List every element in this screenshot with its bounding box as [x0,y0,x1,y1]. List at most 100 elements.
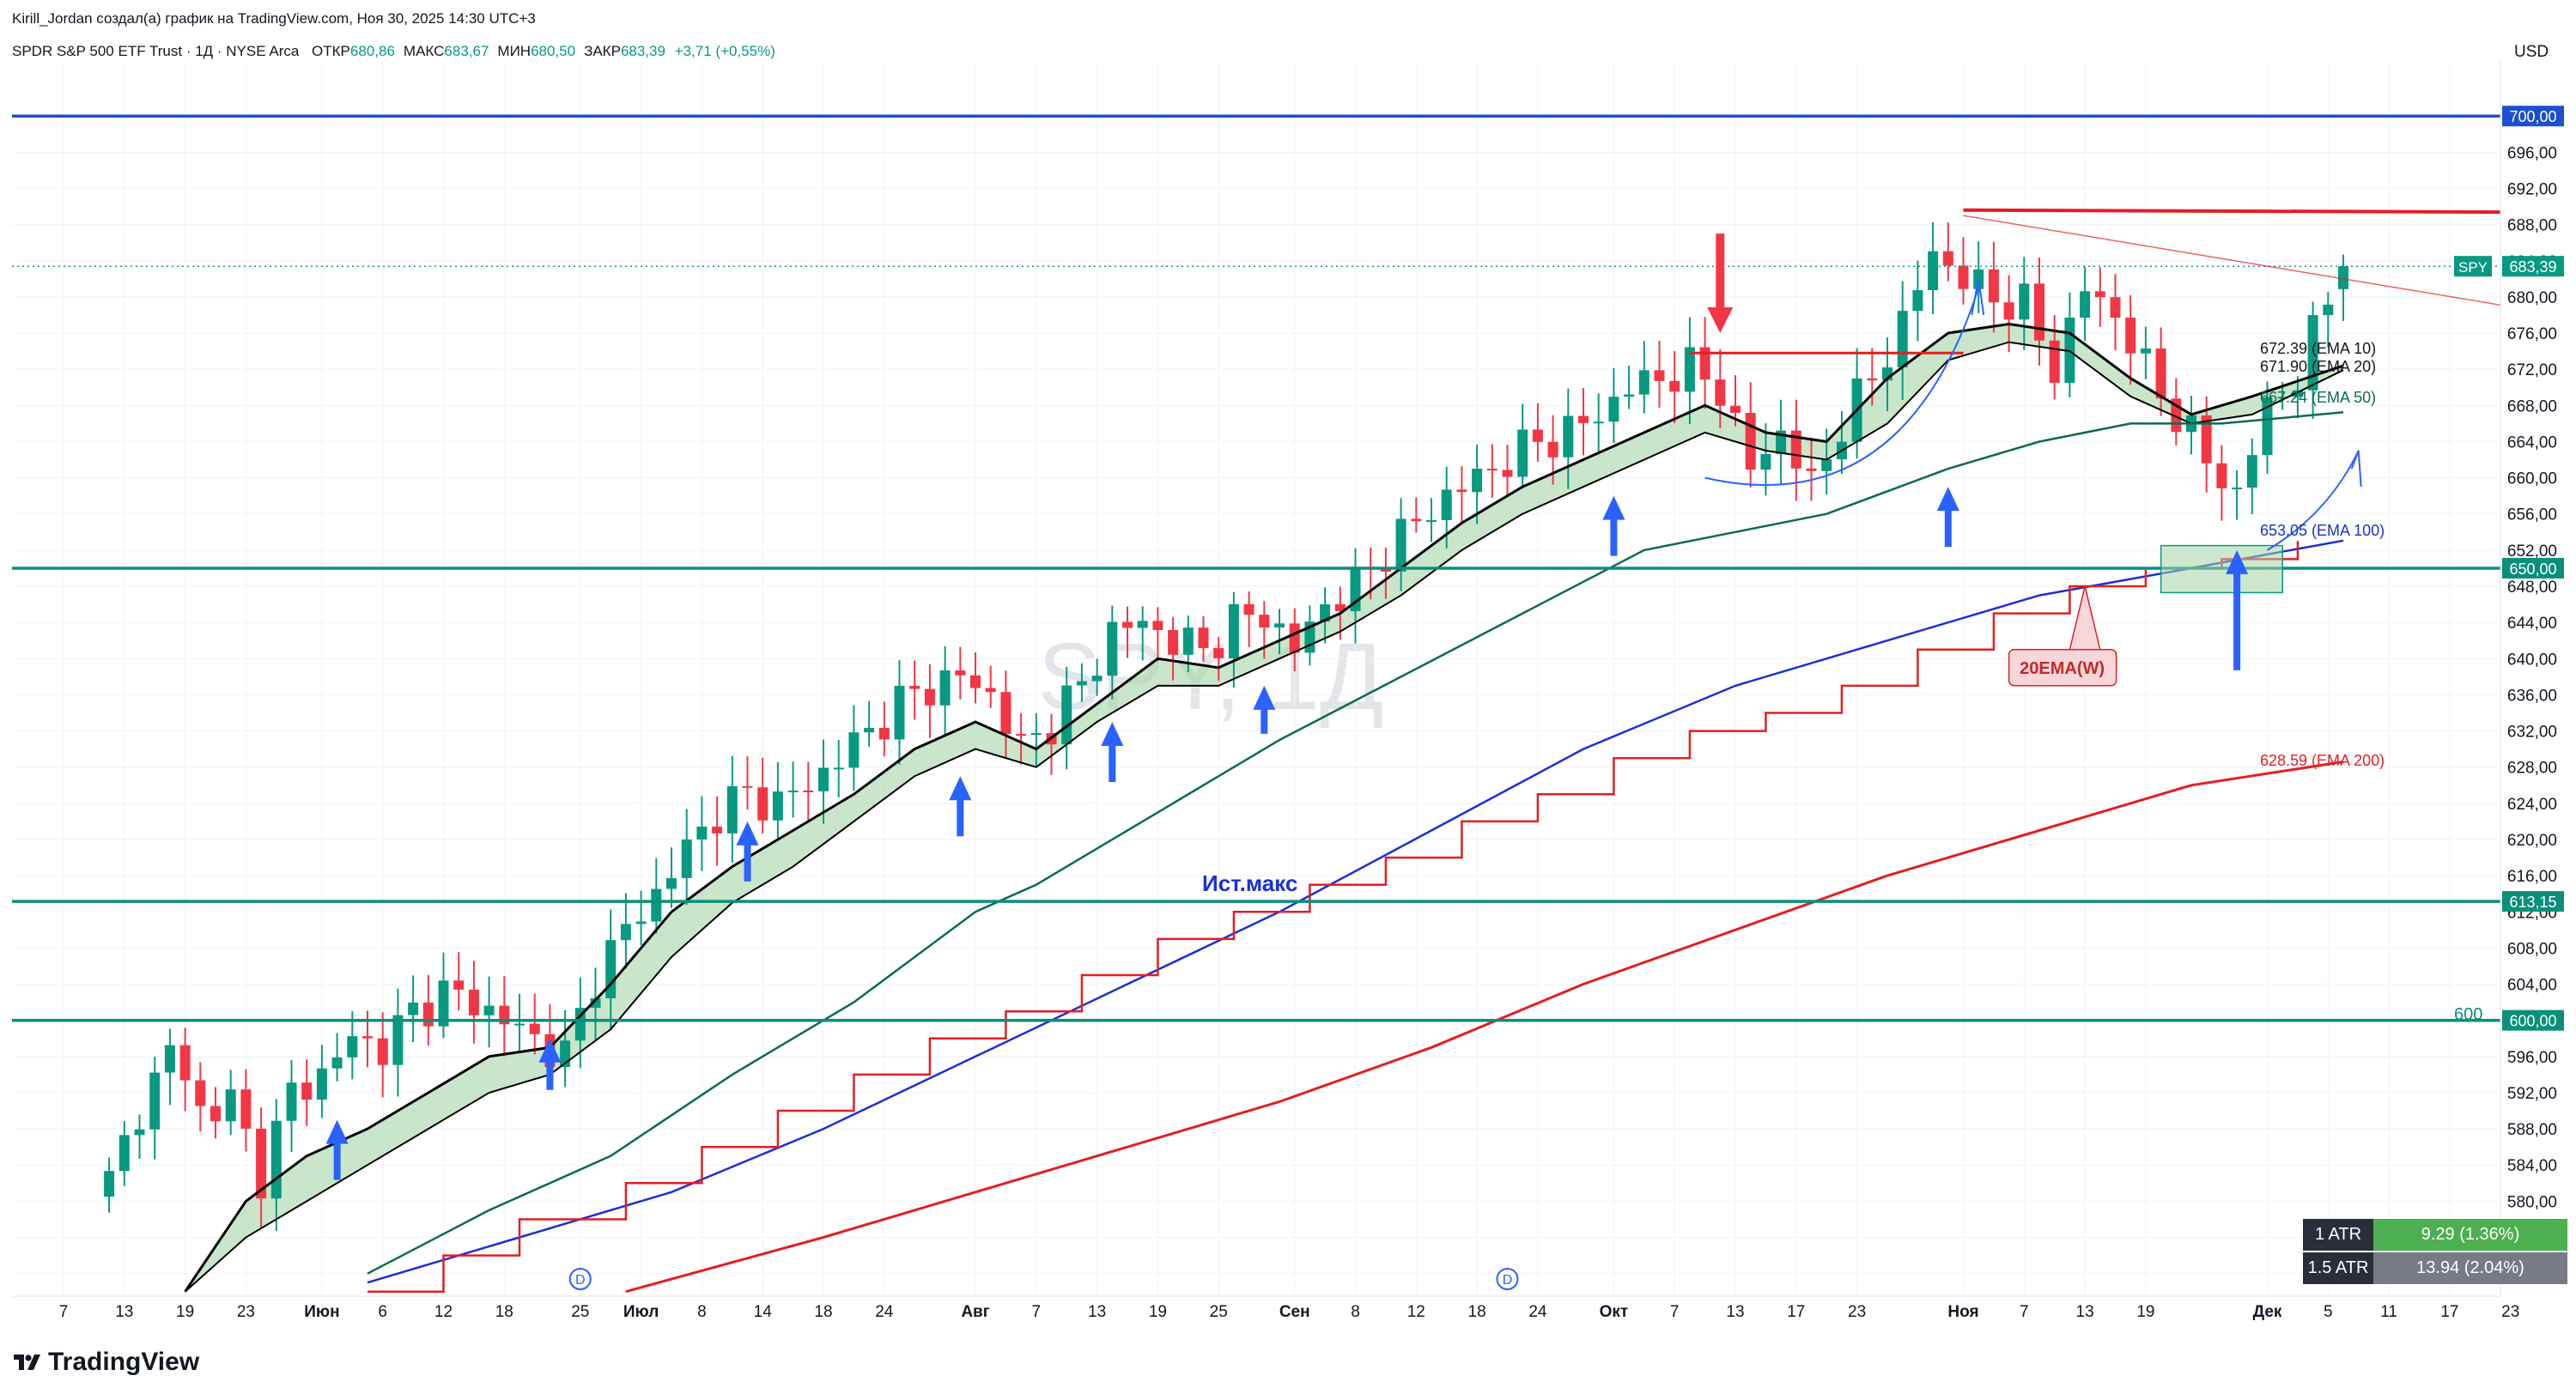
time-tick-label: 5 [2324,1303,2333,1321]
candle-body [1243,603,1255,615]
price-tick-label: 648,00 [2507,579,2557,597]
tradingview-logo[interactable]: TradingView [12,1348,199,1377]
candle-body [1198,627,1209,649]
candle-body [1000,692,1012,735]
callout-pointer [2069,585,2101,651]
candle-body [118,1135,130,1172]
ema-line-ema10 [184,322,2344,1293]
candle-body [347,1036,358,1058]
candle-body [1715,379,1726,406]
time-tick-label: 17 [1787,1303,1805,1321]
candle-body [195,1080,206,1106]
candle-body [179,1045,191,1081]
candle-body [878,727,890,740]
price-tick-label: 660,00 [2507,470,2557,488]
candle-body [2216,463,2227,488]
time-tick-label: 18 [1468,1303,1486,1321]
tradingview-logo-icon [14,1355,40,1370]
candle-body [210,1106,221,1122]
candle-body [1942,251,1953,266]
candle-body [483,1005,495,1015]
candle-body [270,1120,282,1199]
atr-name: 1 ATR [2303,1219,2373,1251]
time-tick-label: 6 [378,1303,387,1321]
time-tick-label: 7 [1670,1303,1680,1321]
dividend-marker [1496,1268,1519,1290]
candle-body [2140,348,2151,354]
time-tick-label: 7 [59,1303,69,1321]
candle-body [1259,615,1270,628]
candle-body [2110,297,2121,318]
candle-body [134,1129,145,1136]
candle-body [1988,269,1999,303]
ema-label: 653.05 (EMA 100) [2260,522,2385,539]
price-tick-label: 640,00 [2507,651,2557,669]
candle-body [468,989,479,1015]
price-tick-label: 676,00 [2507,325,2557,343]
atr-row-1: 1 ATR 9.29 (1.36%) [2303,1219,2567,1251]
ohlc-key: МИН [497,43,532,59]
candle-body [2155,348,2166,399]
candle-body [1624,394,1635,397]
atr-value: 9.29 (1.36%) [2373,1219,2567,1251]
time-tick-label: 19 [1149,1303,1167,1321]
candle-body [1821,459,1832,471]
ema-label: 628.59 (EMA 200) [2260,752,2385,769]
candle-body [149,1072,161,1130]
candle-body [1912,289,1923,312]
candle-body [864,727,875,733]
resistance-line [1963,208,2576,215]
candle-body [2201,415,2212,464]
candle-body [635,921,647,924]
dividend-marker-label: D [1503,1273,1513,1288]
candle-body [1654,370,1665,381]
candle-body [620,924,631,941]
trend-line [1963,215,2576,318]
level-tag [2502,106,2564,127]
time-axis[interactable]: 7 13 19 23 Июн 6 12 18 25 Июл 8 14 18 24 Авг 7 13 19 25 Сен… [12,1295,2519,1321]
weekly-ema-steps [368,541,2300,1293]
candle-body [2003,302,2014,320]
atr-name: 1.5 ATR [2303,1252,2373,1284]
dividend-marker-label: D [575,1273,586,1288]
candle-body [924,688,935,706]
price-change: +3,71 (+0,55%) [674,43,775,59]
time-tick-label: 7 [2020,1303,2029,1321]
symbol-name[interactable]: SPDR S&P 500 ETF Trust · 1Д · NYSE Arca [12,43,300,59]
price-tick-label: 624,00 [2507,796,2557,814]
candle-body [1547,441,1558,458]
price-tick-label: 664,00 [2507,433,2557,452]
candle-body [833,767,844,770]
candle-body [2232,488,2243,490]
up-arrow-icon [1101,722,1124,783]
author-line: Kirill_Jordan создал(а) график на Tradin… [12,10,536,27]
currency-label: USD [2514,43,2549,61]
candle-body [894,685,905,740]
up-arrow-icon [736,821,759,882]
price-tick-label: 636,00 [2507,687,2557,705]
candle-body [1456,489,1467,493]
candle-body [164,1045,175,1073]
price-tick-label: 604,00 [2507,977,2557,995]
candle-body [1091,676,1103,682]
last-price-label: 683,39 [2509,258,2556,276]
time-tick-label: 18 [814,1303,832,1321]
candle-body [286,1082,297,1121]
candle-body [377,1038,388,1065]
candle-body [742,785,753,788]
candle-body [2292,390,2303,397]
time-tick-label: 13 [1088,1303,1106,1321]
candle-body [2307,315,2318,391]
price-tick-label: 696,00 [2507,144,2557,162]
level-tag-label: 650,00 [2509,561,2556,578]
candle-body [2277,397,2288,399]
candle-body [757,787,769,821]
candle-body [2019,283,2030,320]
price-axis[interactable]: 572,00576,00580,00584,00588,00592,00596,… [2454,62,2576,1296]
time-tick-label: Июн [304,1303,339,1321]
ohlc-value: 680,86 [349,43,395,59]
candle-body [1699,347,1710,380]
candle-body [985,688,996,693]
time-tick-label: Авг [961,1303,989,1321]
